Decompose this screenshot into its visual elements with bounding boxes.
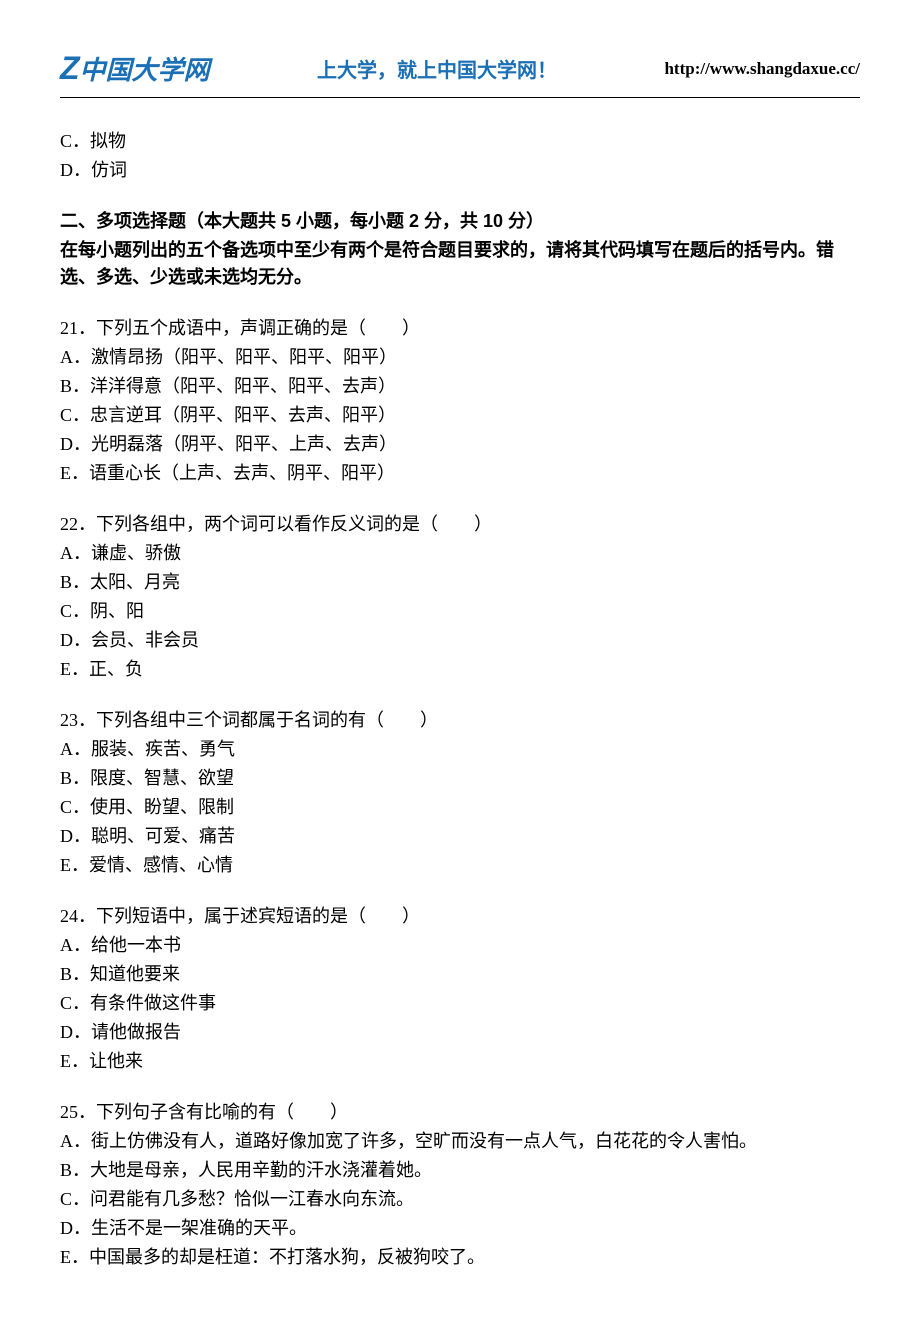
q22-option-d: D．会员、非会员: [60, 627, 860, 654]
document-content: C．拟物 D．仿词 二、多项选择题（本大题共 5 小题，每小题 2 分，共 10…: [60, 128, 860, 1271]
section-2-title: 二、多项选择题（本大题共 5 小题，每小题 2 分，共 10 分）: [60, 208, 860, 235]
q22-option-e: E．正、负: [60, 656, 860, 683]
q25-option-d: D．生活不是一架准确的天平。: [60, 1215, 860, 1242]
q23-option-b: B．限度、智慧、欲望: [60, 765, 860, 792]
q22-stem: 22．下列各组中，两个词可以看作反义词的是（ ）: [60, 511, 860, 538]
q25-option-e: E．中国最多的却是枉道：不打落水狗，反被狗咬了。: [60, 1244, 860, 1271]
site-slogan: 上大学，就上中国大学网！: [317, 54, 557, 83]
q21-option-a: A．激情昂扬（阳平、阳平、阳平、阳平）: [60, 344, 860, 371]
q24-option-c: C．有条件做这件事: [60, 990, 860, 1017]
q21-option-d: D．光明磊落（阴平、阳平、上声、去声）: [60, 431, 860, 458]
q21-option-b: B．洋洋得意（阳平、阳平、阳平、去声）: [60, 373, 860, 400]
q22-option-b: B．太阳、月亮: [60, 569, 860, 596]
q25-option-a: A．街上仿佛没有人，道路好像加宽了许多，空旷而没有一点人气，白花花的令人害怕。: [60, 1128, 860, 1155]
q25-option-c: C．问君能有几多愁？恰似一江春水向东流。: [60, 1186, 860, 1213]
q23-option-d: D．聪明、可爱、痛苦: [60, 823, 860, 850]
q21-stem: 21．下列五个成语中，声调正确的是（ ）: [60, 315, 860, 342]
q24-option-d: D．请他做报告: [60, 1019, 860, 1046]
orphan-option-d: D．仿词: [60, 157, 860, 184]
q23-stem: 23．下列各组中三个词都属于名词的有（ ）: [60, 707, 860, 734]
site-logo: Z 中国大学网: [60, 50, 210, 87]
q22-option-a: A．谦虚、骄傲: [60, 540, 860, 567]
q24-option-e: E．让他来: [60, 1048, 860, 1075]
q25-option-b: B．大地是母亲，人民用辛勤的汗水浇灌着她。: [60, 1157, 860, 1184]
q24-stem: 24．下列短语中，属于述宾短语的是（ ）: [60, 903, 860, 930]
q21-option-e: E．语重心长（上声、去声、阴平、阳平）: [60, 460, 860, 487]
q23-option-a: A．服装、疾苦、勇气: [60, 736, 860, 763]
q23-option-c: C．使用、盼望、限制: [60, 794, 860, 821]
section-2-instruction: 在每小题列出的五个备选项中至少有两个是符合题目要求的，请将其代码填写在题后的括号…: [60, 237, 860, 291]
q24-option-a: A．给他一本书: [60, 932, 860, 959]
q22-option-c: C．阴、阳: [60, 598, 860, 625]
site-url: http://www.shangdaxue.cc/: [664, 59, 860, 79]
orphan-option-c: C．拟物: [60, 128, 860, 155]
page-header: Z 中国大学网 上大学，就上中国大学网！ http://www.shangdax…: [60, 50, 860, 98]
q24-option-b: B．知道他要来: [60, 961, 860, 988]
q21-option-c: C．忠言逆耳（阴平、阳平、去声、阳平）: [60, 402, 860, 429]
logo-text: 中国大学网: [80, 50, 210, 87]
logo-swoosh-icon: Z: [60, 50, 80, 87]
q25-stem: 25．下列句子含有比喻的有（ ）: [60, 1099, 860, 1126]
q23-option-e: E．爱情、感情、心情: [60, 852, 860, 879]
